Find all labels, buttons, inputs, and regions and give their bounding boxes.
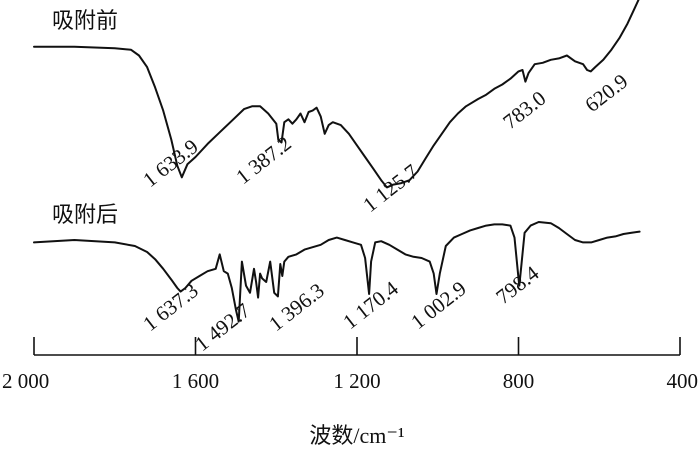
peak-label: 620.9 (580, 69, 632, 117)
peak-label: 1 633.9 (138, 134, 202, 192)
series-name-1: 吸附前 (52, 9, 118, 34)
peak-label: 1 637.3 (138, 278, 202, 336)
x-tick-label: 2 000 (2, 369, 49, 393)
x-axis-title: 波数/cm⁻¹ (309, 423, 404, 448)
peak-label: 1 170.4 (338, 276, 403, 334)
x-tick-label: 400 (667, 369, 699, 393)
peak-label: 783.0 (498, 86, 550, 134)
series-line-1 (33, 0, 640, 189)
series-line-2 (33, 221, 641, 323)
peak-label: 1 387.2 (231, 131, 295, 189)
x-tick-label: 1 200 (333, 369, 380, 393)
series-name-2: 吸附后 (52, 203, 118, 228)
peak-label: 1 125.7 (358, 159, 422, 217)
peak-label: 1 492.7 (190, 298, 254, 356)
x-tick-label: 800 (503, 369, 535, 393)
x-tick-label: 1 600 (172, 369, 219, 393)
